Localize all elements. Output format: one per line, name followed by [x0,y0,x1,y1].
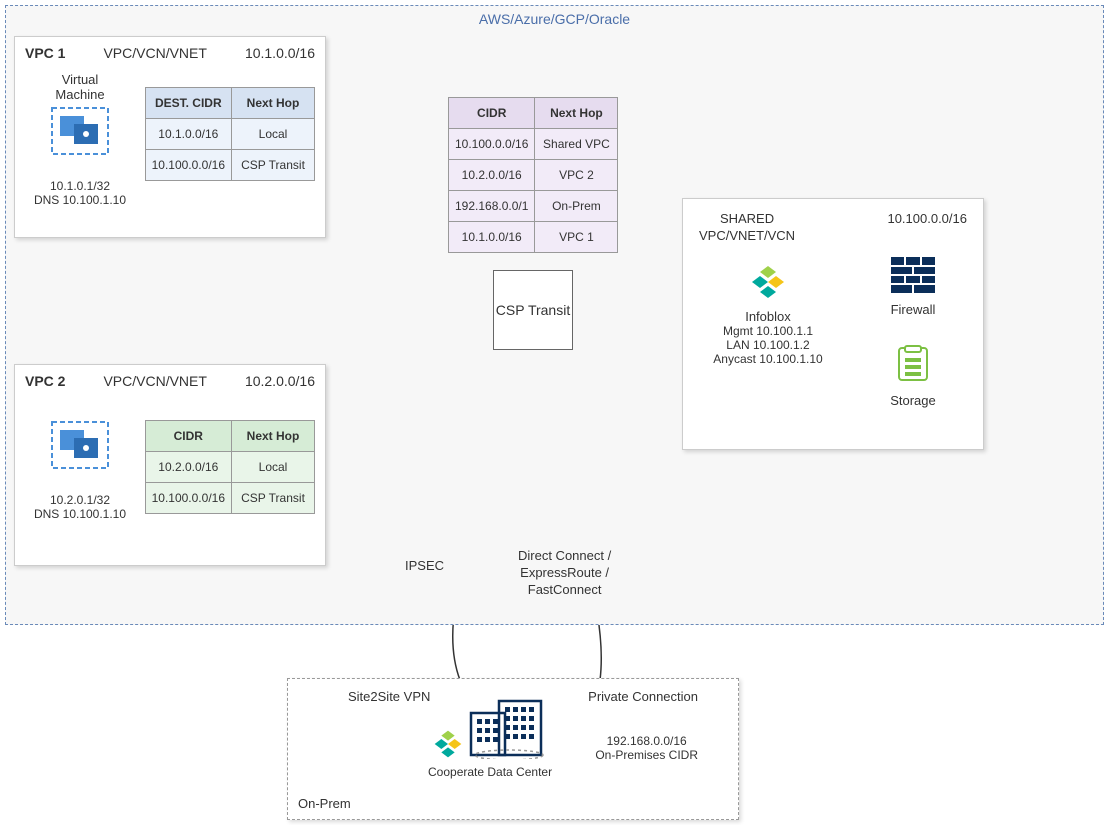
vpc2-vm-ip: 10.2.0.1/32 [25,493,135,507]
onprem-priv: Private Connection [588,689,698,704]
vpc2-rt-r0c1: Local [232,452,315,483]
vpc1-vm-title: Virtual Machine [25,72,135,102]
csp-transit-box: CSP Transit [493,270,573,350]
vpc2-vm: 10.2.0.1/32 DNS 10.100.1.10 [25,420,135,521]
direct-label: Direct Connect / ExpressRoute / FastConn… [518,548,611,599]
vpc2-rt-col1: Next Hop [232,421,315,452]
ipsec-label: IPSEC [405,558,444,573]
firewall-icon [891,257,935,293]
vpc1-rt-col0: DEST. CIDR [145,88,231,119]
vpc1-header: VPC 1 VPC/VCN/VNET 10.1.0.0/16 [15,37,325,61]
cloud-title: AWS/Azure/GCP/Oracle [6,11,1103,27]
vpc2-rt-r1c0: 10.100.0.0/16 [145,483,231,514]
vpc1-type: VPC/VCN/VNET [103,45,206,61]
firewall-block: Firewall [863,257,963,317]
storage-icon [895,344,931,384]
vpc2-type: VPC/VCN/VNET [103,373,206,389]
vpc1-vm: Virtual Machine 10.1.0.1/32 DNS 10.100.1… [25,72,135,207]
diagram-canvas: AWS/Azure/GCP/Oracle VPC 1 VPC/VCN/VNET … [0,0,1111,825]
onprem-cidr: 192.168.0.0/16 [595,734,698,748]
infoblox-anycast: Anycast 10.100.1.10 [703,352,833,366]
tt-r0c0: 10.100.0.0/16 [449,129,535,160]
onprem-cidr-lbl: On-Premises CIDR [595,748,698,762]
vpc2-rt-col0: CIDR [145,421,231,452]
tt-r3c0: 10.1.0.0/16 [449,222,535,253]
building-icon [469,699,547,759]
vpc2-cidr: 10.2.0.0/16 [245,373,315,389]
vpc1-route-table: DEST. CIDR Next Hop 10.1.0.0/16 Local 10… [145,87,315,181]
vpc2-header: VPC 2 VPC/VCN/VNET 10.2.0.0/16 [15,365,325,389]
infoblox-name: Infoblox [703,309,833,324]
vpc2-name: VPC 2 [25,373,65,389]
vpc1-rt-r1c1: CSP Transit [232,150,315,181]
tt-r2c0: 192.168.0.0/1 [449,191,535,222]
vpc2-rt-r1c1: CSP Transit [232,483,315,514]
infoblox-mgmt: Mgmt 10.100.1.1 [703,324,833,338]
vpc2-route-table: CIDR Next Hop 10.2.0.0/16 Local 10.100.0… [145,420,315,514]
onprem-cidr-block: 192.168.0.0/16 On-Premises CIDR [595,734,698,762]
dc-label: Cooperate Data Center [428,765,552,779]
tt-col1: Next Hop [535,98,618,129]
tt-r0c1: Shared VPC [535,129,618,160]
vm-icon [50,106,110,156]
tt-r1c0: 10.2.0.0/16 [449,160,535,191]
storage-block: Storage [863,344,963,408]
csp-label: CSP Transit [496,302,570,318]
shared-title: SHARED VPC/VNET/VCN [699,211,795,245]
firewall-label: Firewall [863,302,963,317]
vpc1-rt-col1: Next Hop [232,88,315,119]
tt-r2c1: On-Prem [535,191,618,222]
shared-header: SHARED VPC/VNET/VCN 10.100.0.0/16 [683,199,983,245]
tt-col0: CIDR [449,98,535,129]
transit-route-table: CIDR Next Hop 10.100.0.0/16Shared VPC 10… [448,97,618,253]
vpc1-rt-r0c0: 10.1.0.0/16 [145,119,231,150]
vpc1-rt-r0c1: Local [232,119,315,150]
dc-block: Cooperate Data Center [428,699,552,779]
vpc1-panel: VPC 1 VPC/VCN/VNET 10.1.0.0/16 Virtual M… [14,36,326,238]
vpc1-vm-dns: DNS 10.100.1.10 [25,193,135,207]
tt-r3c1: VPC 1 [535,222,618,253]
vpc1-name: VPC 1 [25,45,65,61]
vm-icon [50,420,110,470]
onprem-name: On-Prem [298,796,351,811]
infoblox-icon [750,264,786,300]
shared-panel: SHARED VPC/VNET/VCN 10.100.0.0/16 Infobl… [682,198,984,450]
vpc1-rt-r1c0: 10.100.0.0/16 [145,150,231,181]
vpc2-rt-r0c0: 10.2.0.0/16 [145,452,231,483]
vpc1-vm-ip: 10.1.0.1/32 [25,179,135,193]
onprem-box: Site2Site VPN Private Connection [287,678,739,820]
vpc1-cidr: 10.1.0.0/16 [245,45,315,61]
shared-cidr: 10.100.0.0/16 [887,211,967,245]
storage-label: Storage [863,393,963,408]
infoblox-lan: LAN 10.100.1.2 [703,338,833,352]
vpc2-panel: VPC 2 VPC/VCN/VNET 10.2.0.0/16 10.2.0.1/… [14,364,326,566]
tt-r1c1: VPC 2 [535,160,618,191]
vpc2-vm-dns: DNS 10.100.1.10 [25,507,135,521]
infoblox-icon [433,729,463,759]
infoblox-block: Infoblox Mgmt 10.100.1.1 LAN 10.100.1.2 … [703,264,833,366]
onprem-s2s: Site2Site VPN [348,689,430,704]
